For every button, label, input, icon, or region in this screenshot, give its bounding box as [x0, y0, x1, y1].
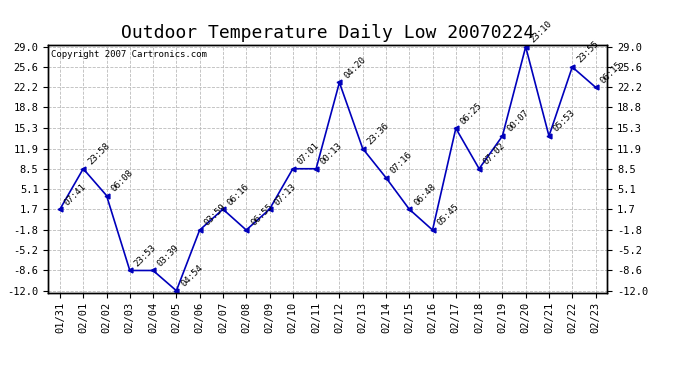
Text: 23:53: 23:53 [132, 243, 158, 268]
Text: 23:58: 23:58 [86, 141, 111, 166]
Title: Outdoor Temperature Daily Low 20070224: Outdoor Temperature Daily Low 20070224 [121, 24, 534, 42]
Text: 06:25: 06:25 [459, 101, 484, 126]
Text: 03:59: 03:59 [202, 202, 228, 228]
Text: 05:45: 05:45 [435, 202, 461, 228]
Text: 06:15: 06:15 [598, 60, 624, 85]
Text: 06:55: 06:55 [249, 202, 275, 228]
Text: 06:48: 06:48 [412, 182, 437, 207]
Text: 23:10: 23:10 [529, 19, 554, 45]
Text: 07:13: 07:13 [273, 182, 297, 207]
Text: 07:16: 07:16 [388, 150, 414, 176]
Text: 07:01: 07:01 [295, 141, 321, 166]
Text: 00:13: 00:13 [319, 141, 344, 166]
Text: 06:08: 06:08 [109, 168, 135, 194]
Text: 00:07: 00:07 [505, 108, 531, 134]
Text: 05:53: 05:53 [552, 108, 577, 134]
Text: Copyright 2007 Cartronics.com: Copyright 2007 Cartronics.com [51, 50, 207, 59]
Text: 04:20: 04:20 [342, 55, 368, 80]
Text: 07:41: 07:41 [63, 182, 88, 207]
Text: 04:54: 04:54 [179, 263, 204, 288]
Text: 03:39: 03:39 [156, 243, 181, 268]
Text: 07:02: 07:02 [482, 141, 507, 166]
Text: 23:55: 23:55 [575, 39, 600, 65]
Text: 06:16: 06:16 [226, 182, 251, 207]
Text: 23:36: 23:36 [366, 121, 391, 146]
